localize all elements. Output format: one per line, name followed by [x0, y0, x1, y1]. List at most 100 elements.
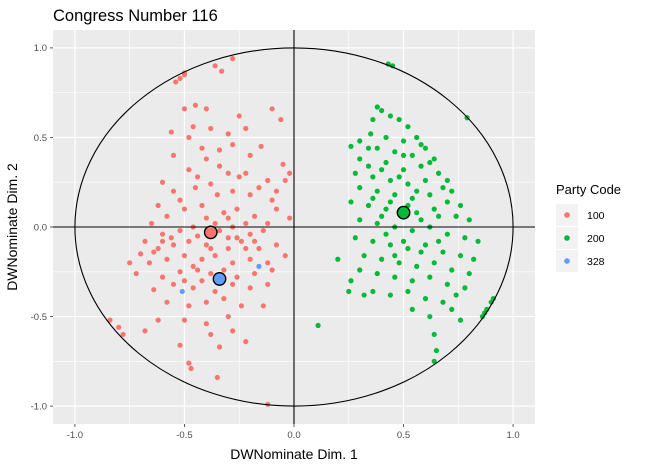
point-party-200	[348, 143, 354, 150]
point-party-100	[186, 134, 192, 141]
point-party-200	[370, 116, 376, 123]
point-party-100	[127, 260, 133, 266]
point-party-200	[400, 167, 407, 173]
point-party-100	[265, 177, 271, 184]
point-party-200	[409, 152, 415, 158]
point-party-100	[155, 202, 161, 209]
point-party-100	[168, 129, 174, 135]
point-party-200	[400, 238, 407, 244]
point-party-100	[243, 125, 249, 132]
point-party-200	[444, 281, 450, 287]
point-party-200	[357, 185, 363, 191]
point-party-200	[436, 213, 442, 219]
point-party-100	[116, 324, 122, 330]
point-party-200	[431, 260, 437, 266]
point-party-100	[177, 197, 183, 203]
point-party-100	[280, 161, 286, 167]
point-party-100	[203, 156, 209, 162]
point-party-200	[414, 210, 420, 216]
point-party-200	[374, 220, 380, 227]
point-party-100	[230, 328, 236, 334]
point-party-200	[348, 199, 354, 205]
point-party-100	[203, 106, 209, 112]
point-party-100	[170, 152, 177, 158]
legend: Party Code 100 200 328	[556, 182, 621, 272]
point-party-200	[379, 107, 385, 114]
point-party-200	[370, 195, 376, 201]
legend-symbol-200	[564, 235, 570, 241]
point-party-100	[225, 245, 231, 252]
point-party-200	[422, 242, 429, 248]
point-party-100	[120, 331, 126, 338]
point-party-200	[422, 296, 429, 302]
point-party-100	[164, 299, 170, 305]
point-party-100	[177, 269, 183, 275]
point-party-200	[440, 185, 446, 191]
point-party-100	[247, 285, 253, 291]
point-party-200	[379, 213, 385, 219]
point-party-100	[260, 303, 266, 309]
y-tick-label: 0.5	[34, 133, 47, 144]
point-party-200	[457, 202, 464, 209]
point-party-100	[190, 124, 196, 130]
point-party-100	[208, 125, 214, 132]
point-party-100	[265, 281, 271, 287]
point-party-200	[374, 145, 380, 151]
point-party-200	[370, 238, 376, 244]
point-party-200	[357, 217, 363, 223]
point-party-100	[225, 235, 231, 241]
point-party-100	[155, 317, 161, 323]
point-party-100	[273, 206, 280, 212]
point-party-200	[440, 249, 446, 255]
point-party-200	[387, 292, 393, 298]
point-party-200	[392, 192, 398, 198]
point-party-100	[170, 242, 177, 248]
point-party-100	[188, 365, 194, 372]
point-party-100	[230, 188, 236, 194]
x-tick-label: -1.0	[67, 430, 83, 441]
point-party-100	[225, 170, 231, 176]
point-party-200	[414, 263, 420, 269]
point-party-200	[466, 217, 472, 223]
y-tick-label: -1.0	[31, 401, 47, 412]
legend-label-328: 328	[587, 256, 605, 268]
point-party-200	[433, 347, 440, 354]
point-party-100	[214, 192, 220, 198]
point-party-200	[418, 163, 424, 169]
centroid-party-100	[203, 225, 218, 240]
plot-title: Congress Number 116	[53, 7, 218, 25]
x-tick-label: 0.5	[397, 430, 410, 441]
point-party-100	[148, 220, 155, 227]
point-party-100	[260, 227, 266, 234]
point-party-200	[466, 270, 472, 277]
point-party-100	[203, 215, 209, 221]
point-party-100	[177, 227, 183, 234]
point-party-200	[462, 235, 468, 241]
point-party-200	[374, 104, 380, 110]
point-party-100	[133, 270, 139, 277]
point-party-200	[431, 206, 437, 212]
point-party-100	[164, 256, 170, 262]
point-party-100	[214, 374, 220, 381]
point-party-100	[243, 339, 249, 345]
point-party-100	[146, 260, 152, 266]
point-party-200	[427, 274, 433, 280]
point-party-100	[243, 245, 249, 252]
point-party-100	[151, 287, 157, 293]
point-party-200	[427, 159, 433, 166]
point-party-100	[219, 68, 225, 74]
point-party-328	[179, 288, 185, 295]
point-party-100	[230, 56, 236, 62]
point-party-200	[405, 288, 411, 295]
point-party-200	[379, 256, 385, 262]
point-party-100	[203, 242, 209, 248]
point-party-200	[418, 249, 424, 255]
point-party-100	[212, 288, 218, 295]
point-party-200	[383, 159, 389, 166]
point-party-100	[181, 317, 188, 323]
point-party-100	[199, 278, 205, 284]
point-party-100	[142, 238, 148, 244]
point-party-100	[243, 220, 249, 227]
point-party-100	[199, 145, 205, 151]
point-party-200	[405, 181, 411, 187]
